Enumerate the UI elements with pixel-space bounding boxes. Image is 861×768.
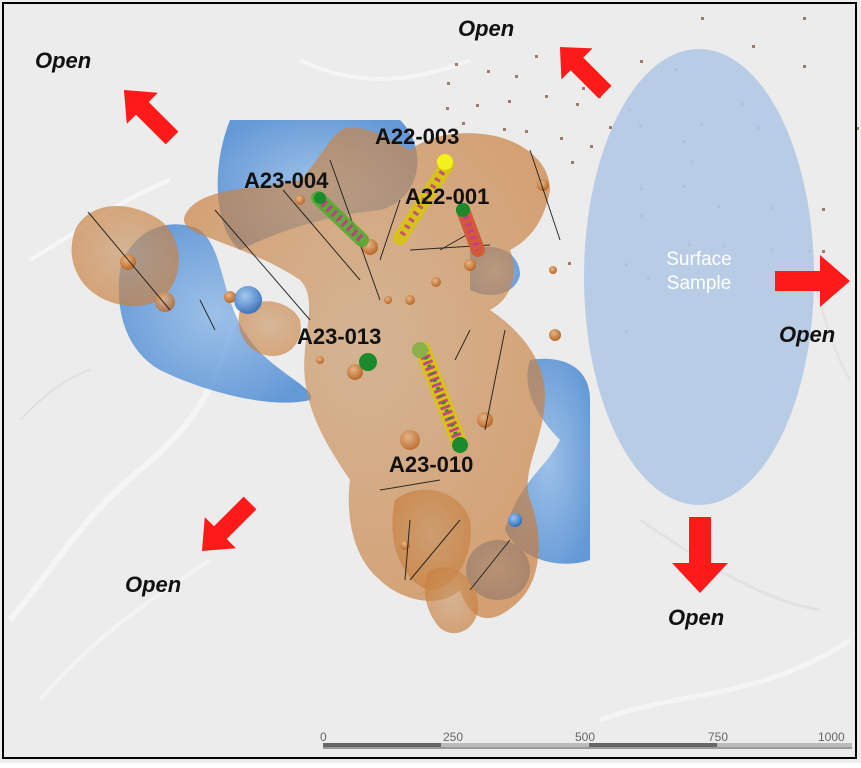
drillhole-A22-001-trace <box>456 203 485 257</box>
open-arrows <box>123 46 850 593</box>
scale-tick-750: 750 <box>708 730 729 744</box>
label-A22-003: A22-003 <box>375 124 460 149</box>
drillhole-A22-003-trace <box>393 154 454 245</box>
surface-sample-label: Surface Sample <box>629 248 769 296</box>
orange-body-main <box>184 127 550 619</box>
arrow-top-left <box>123 89 179 145</box>
drillhole-A23-010-trace <box>412 342 468 453</box>
label-A23-010: A23-010 <box>389 452 474 477</box>
arrow-bottom-left <box>201 496 257 552</box>
surface-sample-area <box>584 49 814 505</box>
open-label-right: Open <box>779 322 836 347</box>
label-A22-001: A22-001 <box>405 184 490 209</box>
scale-tick-250: 250 <box>443 730 464 744</box>
orange-body-far-south <box>424 567 479 634</box>
orange-body-south <box>392 489 471 590</box>
open-label-top-center: Open <box>458 16 515 41</box>
scale-tick-0: 0 <box>320 730 327 744</box>
surface-sample-line1: Surface <box>666 249 732 270</box>
label-A23-004: A23-004 <box>244 168 329 193</box>
arrow-top-center <box>559 46 612 99</box>
resistivity-model <box>71 120 590 634</box>
open-label-bottom-right: Open <box>668 605 725 630</box>
open-label-bottom-left: Open <box>125 572 182 597</box>
arrow-right <box>775 255 850 307</box>
arrow-bottom-right <box>672 517 728 593</box>
label-A23-013: A23-013 <box>297 324 382 349</box>
orange-body-southwest <box>238 301 301 356</box>
open-label-top-left: Open <box>35 48 92 73</box>
drillhole-A23-013-trace <box>359 353 377 371</box>
surface-sample-line2: Sample <box>666 273 732 294</box>
scale-bar <box>323 743 852 749</box>
drillhole-A23-004-trace <box>311 191 369 247</box>
scale-tick-500: 500 <box>575 730 596 744</box>
scale-tick-1000: 1000 <box>818 730 845 744</box>
